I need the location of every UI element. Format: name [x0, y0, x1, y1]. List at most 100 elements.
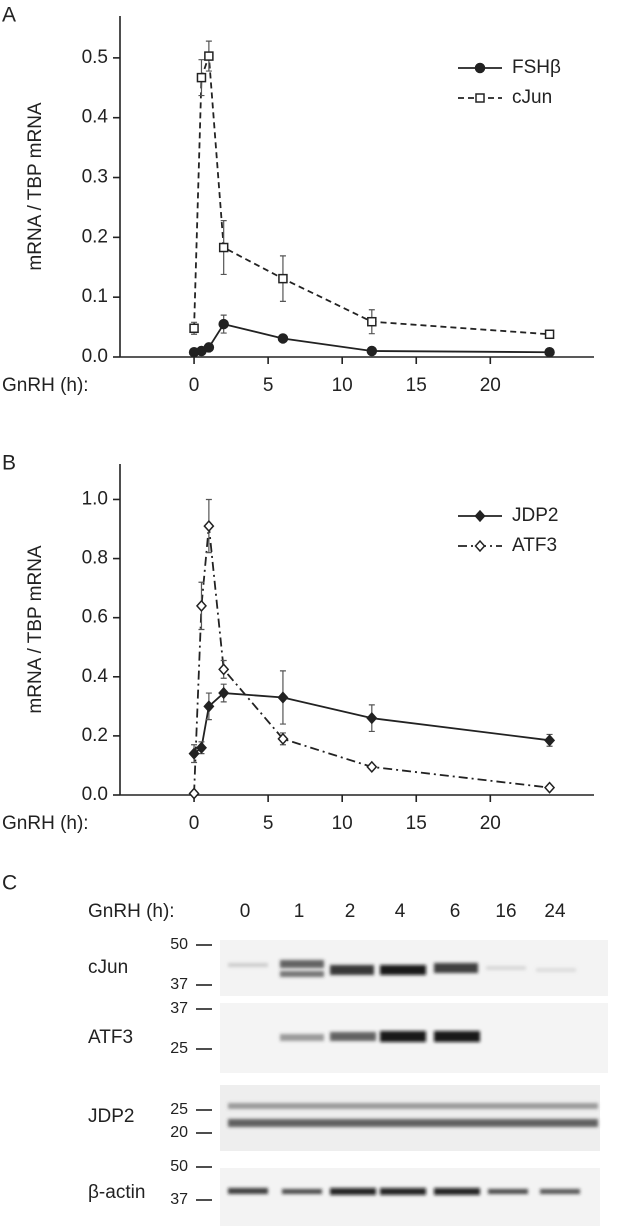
legend-label: FSHβ — [512, 57, 561, 78]
marker — [196, 72, 207, 83]
blot-row-label: cJun — [88, 957, 128, 978]
legend-marker — [474, 62, 486, 74]
band — [228, 963, 268, 967]
y-tick-label: 0.4 — [82, 666, 109, 687]
lane-label: 24 — [544, 901, 566, 922]
band — [330, 1188, 376, 1195]
x-tick-label: 0 — [189, 375, 200, 396]
marker — [544, 734, 556, 747]
panel-label: A — [2, 4, 16, 27]
size-marker-label: 37 — [170, 1000, 188, 1017]
band — [282, 1189, 322, 1194]
blot-box — [220, 1168, 600, 1226]
y-tick-label: 0.5 — [82, 47, 108, 68]
marker — [203, 700, 215, 713]
marker — [366, 712, 378, 725]
x-axis-label: GnRH (h): — [2, 813, 89, 834]
lane-label: 2 — [345, 901, 356, 922]
y-tick-label: 0.4 — [82, 107, 109, 128]
y-tick-label: 0.3 — [82, 167, 108, 188]
marker — [195, 741, 207, 754]
band — [228, 1119, 598, 1127]
marker — [366, 760, 378, 774]
band — [330, 965, 374, 975]
y-tick-label: 1.0 — [82, 488, 108, 509]
legend-marker — [474, 539, 486, 553]
band — [380, 1188, 426, 1195]
marker — [277, 691, 289, 704]
marker — [203, 519, 215, 533]
band — [280, 960, 324, 968]
blot-box — [220, 1085, 600, 1151]
x-tick-label: 5 — [263, 375, 274, 396]
band — [380, 1031, 426, 1042]
band — [434, 963, 478, 973]
lane-label: 1 — [294, 901, 305, 922]
marker — [188, 787, 200, 800]
series-line — [193, 55, 550, 336]
size-marker-label: 20 — [170, 1124, 188, 1141]
legend-label: JDP2 — [512, 505, 558, 526]
x-tick-label: 5 — [263, 813, 274, 834]
lane-label: 16 — [495, 901, 516, 922]
legend-label: cJun — [512, 87, 552, 108]
marker — [218, 318, 229, 330]
size-marker-label: 37 — [170, 976, 188, 993]
blot-images — [220, 940, 608, 1226]
marker — [367, 316, 377, 327]
bands — [228, 960, 598, 1195]
band — [434, 1031, 480, 1042]
band — [536, 968, 576, 972]
y-axis-label: mRNA / TBP mRNA — [25, 545, 46, 714]
y-tick-label: 0.6 — [82, 607, 108, 628]
band — [228, 1188, 268, 1194]
marker — [218, 686, 230, 700]
x-tick-label: 10 — [332, 813, 353, 834]
band — [228, 1103, 598, 1109]
x-tick-label: 15 — [406, 375, 427, 396]
marker — [203, 342, 215, 353]
x-tick-label: 20 — [480, 813, 501, 834]
marker — [366, 345, 378, 357]
lane-label: 4 — [395, 901, 406, 922]
panel-label: B — [2, 452, 16, 475]
lane-label: 6 — [450, 901, 461, 922]
marker — [544, 781, 556, 794]
y-tick-label: 0.1 — [82, 286, 108, 307]
x-tick-label: 15 — [406, 813, 427, 834]
x-tick-label: 10 — [332, 375, 353, 396]
band — [280, 1034, 324, 1041]
y-tick-label: 0.2 — [82, 725, 108, 746]
blot-row-label: β-actin — [88, 1182, 145, 1203]
panel-label: C — [2, 872, 17, 895]
band — [488, 1189, 528, 1194]
band — [330, 1032, 376, 1041]
series-line — [193, 525, 550, 794]
y-axis-label: mRNA / TBP mRNA — [25, 102, 46, 271]
lane-label: 0 — [240, 901, 251, 922]
marker — [195, 599, 207, 612]
marker — [218, 242, 229, 253]
x-tick-label: 20 — [480, 375, 501, 396]
blot-x-label: GnRH (h): — [88, 901, 175, 922]
blot-row-label: JDP2 — [88, 1106, 134, 1127]
blot-row-label: ATF3 — [88, 1027, 133, 1048]
size-marker-label: 25 — [170, 1040, 188, 1057]
band — [380, 965, 426, 975]
y-tick-label: 0.8 — [82, 548, 108, 569]
marker — [544, 329, 555, 340]
legend-label: ATF3 — [512, 535, 557, 556]
marker — [278, 273, 288, 284]
size-marker-label: 37 — [170, 1191, 188, 1208]
band — [540, 1189, 580, 1194]
y-tick-label: 0.2 — [82, 226, 108, 247]
marker — [204, 51, 214, 61]
marker — [544, 346, 555, 358]
size-marker-label: 50 — [170, 936, 188, 953]
x-tick-label: 0 — [189, 813, 200, 834]
legend-marker — [474, 509, 486, 523]
band — [486, 966, 526, 970]
marker — [277, 732, 289, 745]
y-tick-label: 0.0 — [82, 346, 108, 367]
